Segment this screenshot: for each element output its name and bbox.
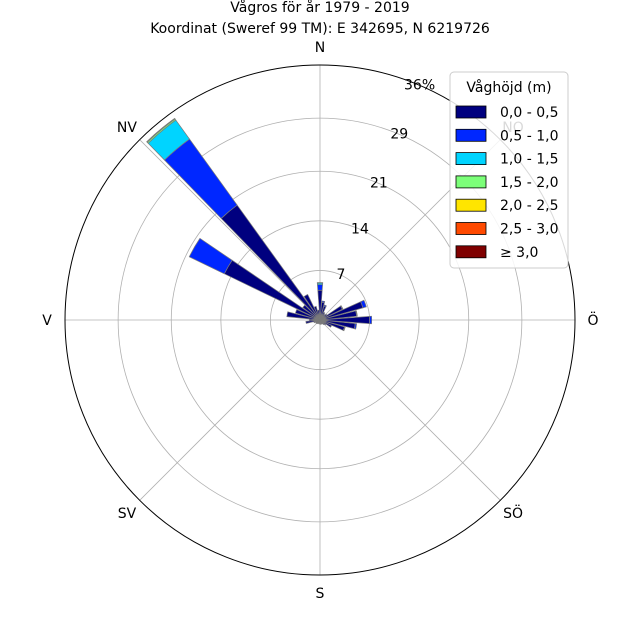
bar-260-segment-0 [305,319,321,324]
direction-label-1: N [315,40,325,56]
radial-tick-label-5: 36% [404,77,435,93]
polar-grid [64,64,576,576]
legend-swatch-2 [455,128,487,142]
legend-label-5: 2,0 - 2,5 [500,198,558,214]
bar-330-segment-0 [303,294,321,321]
bar-80-segment-1 [355,310,358,317]
grid-spoke-8 [139,139,321,321]
bar-350 [317,309,321,321]
legend-swatch-4 [455,175,487,189]
bar-340-segment-0 [313,305,321,321]
bar-350-segment-0 [317,309,321,321]
legend-swatch-3 [455,152,487,166]
bar-90-segment-1 [369,315,373,325]
legend-label-7: ≥ 3,0 [500,245,538,261]
bar-70 [319,299,367,321]
bar-70-segment-1 [360,299,367,309]
legend-label-6: 2,5 - 3,0 [500,222,558,238]
bar-330 [303,294,321,321]
legend-items: 0,0 - 0,5 0,5 - 1,0 1,0 - 1,5 1,5 - 2,0 2,0 … [455,105,558,261]
radial-tick-label-1: 7 [337,267,346,283]
outer-frame [64,64,576,576]
legend-label-1: 0,0 - 0,5 [500,105,558,121]
direction-label-4: SV [118,506,137,522]
direction-label-5: S [316,586,325,602]
chart-title: Vågros för år 1979 - 2019 [230,0,409,16]
legend-swatch-1 [455,105,487,119]
bar-100-segment-1 [353,323,358,330]
bar-20-segment-1 [323,304,327,308]
direction-label-3: V [42,313,52,329]
bar-90 [319,315,373,325]
radial-tick-label-3: 21 [370,176,388,192]
bar-0-segment-1 [317,284,323,291]
legend-frame [449,71,569,269]
bar-110-segment-1 [342,326,346,332]
direction-label-7: Ö [587,311,598,329]
bar-0 [316,282,324,321]
bar-300 [188,237,321,321]
legend-swatch-6 [455,222,487,235]
bar-310-segment-0 [302,304,321,321]
bar-60-segment-1 [340,305,344,310]
legend-swatch-5 [455,198,487,212]
legend: Våghöjd (m) 0,0 - 0,5 0,5 - 1,0 1,0 - 1,5 1… [449,71,569,269]
bar-60 [319,305,344,321]
legend-title: Våghöjd (m) [466,79,551,96]
radial-tick-labels: 7 14 21 29 36% [337,77,436,283]
bar-80 [319,310,358,321]
grid-spoke-4 [319,319,501,501]
bar-320-segment-4 [146,117,176,143]
chart-subtitle: Koordinat (Sweref 99 TM): E 342695, N 62… [150,21,490,37]
legend-label-4: 1,5 - 2,0 [500,175,558,191]
direction-label-2: NV [117,120,137,136]
legend-label-2: 0,5 - 1,0 [500,128,558,144]
bars-group [146,117,373,332]
bar-320 [146,117,321,321]
bar-340 [313,305,321,321]
bar-0-segment-3 [316,282,324,284]
bar-310 [302,304,321,321]
legend-label-3: 1,0 - 1,5 [500,152,558,168]
radial-tick-label-2: 14 [351,221,369,237]
bar-10-segment-1 [321,300,326,304]
legend-swatch-7 [455,245,487,259]
bar-260 [305,319,321,324]
grid-spoke-6 [139,319,321,501]
bar-300-segment-1 [188,237,233,275]
direction-label-6: SÖ [503,504,523,522]
radial-tick-label-4: 29 [390,126,408,142]
